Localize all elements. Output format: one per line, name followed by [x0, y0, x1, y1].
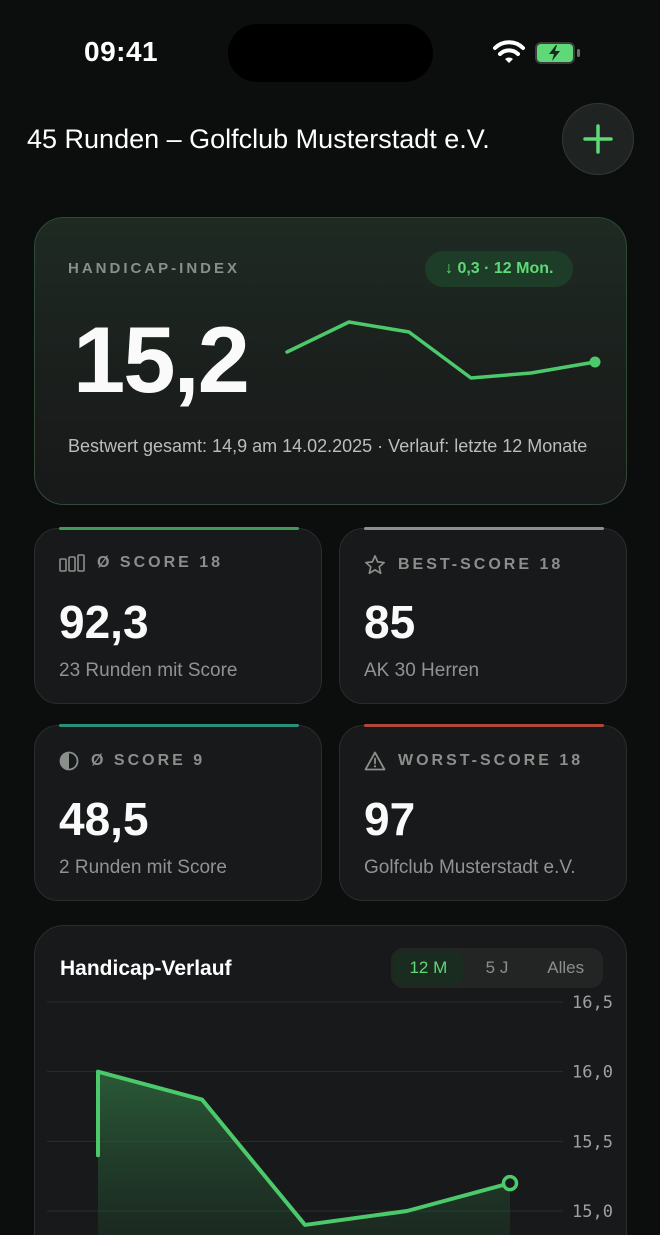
avg-score-18-card[interactable]: Ø SCORE 18 92,3 23 Runden mit Score — [34, 527, 322, 704]
stat-subtitle: 2 Runden mit Score — [59, 857, 227, 878]
warning-icon — [364, 751, 386, 771]
handicap-index-card[interactable]: HANDICAP-INDEX ↓ 0,3 · 12 Mon. 15,2 Best… — [34, 217, 627, 505]
half-circle-icon — [59, 751, 79, 771]
page-title: 45 Runden – Golfclub Musterstadt e.V. — [27, 124, 490, 154]
stat-value: 85 — [364, 596, 416, 648]
stat-subtitle: AK 30 Herren — [364, 660, 480, 681]
status-time: 09:41 — [84, 36, 159, 67]
y-tick-label: 15,5 — [572, 1132, 613, 1152]
accent-bar — [59, 724, 299, 727]
best-score-18-label-row: BEST-SCORE 18 — [364, 554, 563, 576]
y-tick-label: 16,0 — [572, 1063, 613, 1083]
y-tick-label: 15,0 — [572, 1202, 613, 1222]
handicap-index-label: HANDICAP-INDEX — [68, 260, 241, 277]
battery-charging-icon — [535, 42, 580, 64]
range-12m-tab[interactable]: 12 M — [394, 951, 463, 985]
worst-score-18-card[interactable]: WORST-SCORE 18 97 Golfclub Musterstadt e… — [339, 724, 627, 901]
series-line — [96, 1069, 512, 1227]
stat-subtitle: 23 Runden mit Score — [59, 660, 238, 681]
last-data-point — [501, 1174, 519, 1192]
star-icon — [365, 555, 385, 575]
handicap-index-value: 15,2 — [73, 307, 250, 412]
wifi-icon — [493, 40, 525, 63]
best-value-note: Bestwert gesamt: 14,9 am 14.02.2025 · Ve… — [68, 436, 588, 456]
area-fill — [98, 1071, 510, 1235]
avg-score-18-label-row: Ø SCORE 18 — [59, 554, 223, 572]
add-round-button[interactable] — [562, 103, 634, 175]
plus-icon — [583, 124, 613, 154]
chart-title: Handicap-Verlauf — [60, 957, 232, 980]
avg-score-9-card[interactable]: Ø SCORE 9 48,5 2 Runden mit Score — [34, 724, 322, 901]
worst-score-18-label-row: WORST-SCORE 18 — [364, 751, 583, 771]
header: 45 Runden – Golfclub Musterstadt e.V. — [0, 100, 660, 180]
stat-label: WORST-SCORE 18 — [398, 752, 584, 769]
stat-subtitle: Golfclub Musterstadt e.V. — [364, 857, 576, 878]
avg-score-9-label-row: Ø SCORE 9 — [59, 751, 205, 771]
best-score-18-card[interactable]: BEST-SCORE 18 85 AK 30 Herren — [339, 527, 627, 704]
stat-value: 48,5 — [59, 793, 149, 845]
accent-bar — [364, 527, 604, 530]
range-5j-tab[interactable]: 5 J — [485, 958, 509, 977]
range-segmented-control: 12 M 5 J Alles — [391, 948, 603, 988]
handicap-chart-card: 16,5 16,0 15,5 15,0 Handicap-Verlauf 12 M 5… — [34, 925, 627, 1235]
stat-label: BEST-SCORE 18 — [398, 556, 564, 573]
handicap-sparkline — [285, 320, 601, 380]
bar-chart-icon — [59, 554, 85, 572]
accent-bar — [59, 527, 299, 530]
trend-badge: ↓ 0,3 · 12 Mon. — [425, 251, 574, 287]
stat-value: 97 — [364, 793, 416, 845]
y-tick-label: 16,5 — [572, 993, 613, 1013]
stat-label: Ø SCORE 18 — [97, 554, 224, 571]
status-bar: 09:41 — [0, 0, 660, 100]
accent-bar — [364, 724, 604, 727]
range-alles-tab[interactable]: Alles — [547, 958, 585, 977]
dynamic-island — [228, 24, 433, 82]
handicap-chart: 16,5 16,0 15,5 15,0 — [47, 993, 613, 1235]
stat-label: Ø SCORE 9 — [91, 752, 206, 769]
stat-value: 92,3 — [59, 596, 149, 648]
